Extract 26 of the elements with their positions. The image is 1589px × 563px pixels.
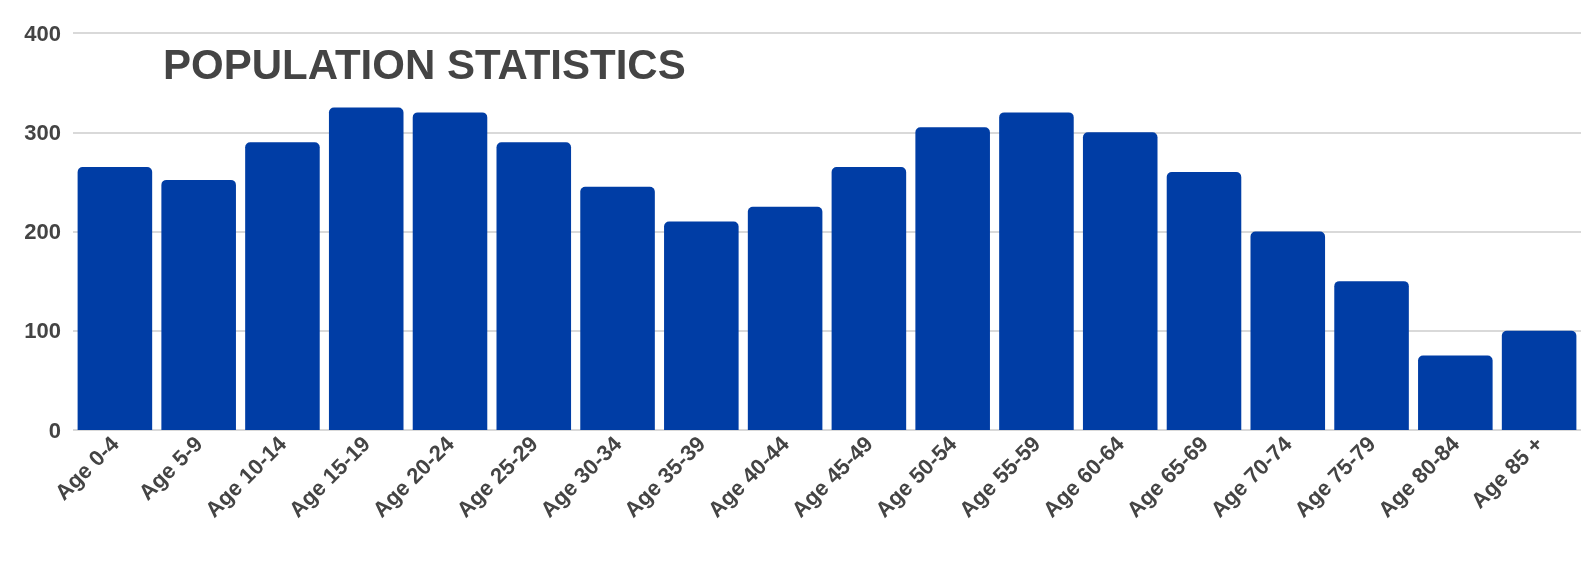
y-tick-label: 0 <box>48 417 61 443</box>
bar <box>1250 231 1326 430</box>
bar <box>1418 355 1493 430</box>
x-tick-label: Age 85 + <box>1465 431 1548 514</box>
bar <box>161 179 236 430</box>
bar <box>1334 281 1409 430</box>
y-tick-label: 200 <box>24 219 61 244</box>
bar <box>1166 171 1242 430</box>
bar <box>1082 132 1158 430</box>
bar <box>747 206 823 430</box>
bar <box>831 166 907 430</box>
y-tick-label: 100 <box>24 318 61 344</box>
chart-title: POPULATION STATISTICS <box>163 40 686 88</box>
bar <box>1501 330 1577 430</box>
x-tick-label: Age 5-9 <box>133 431 208 505</box>
bar <box>245 142 320 430</box>
y-tick-label: 400 <box>24 20 61 46</box>
bar <box>664 221 739 430</box>
bar <box>999 112 1074 430</box>
bar <box>915 127 990 430</box>
bar <box>496 142 572 430</box>
bar <box>580 186 655 430</box>
y-tick-label: 300 <box>24 119 61 145</box>
bar <box>77 166 153 430</box>
bar <box>412 112 488 430</box>
bar <box>328 107 404 430</box>
